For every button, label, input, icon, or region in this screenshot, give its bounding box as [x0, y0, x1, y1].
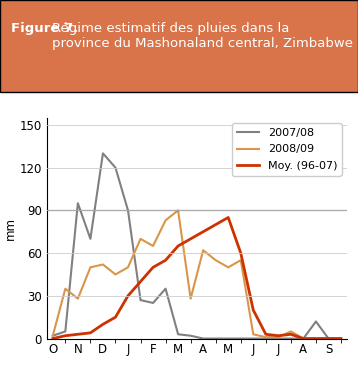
Text: Régime estimatif des pluies dans la
province du Mashonaland central, Zimbabwe: Régime estimatif des pluies dans la prov… [52, 22, 353, 50]
Text: Figure 7.: Figure 7. [11, 22, 78, 35]
Y-axis label: mm: mm [4, 217, 16, 240]
Legend: 2007/08, 2008/09, Moy. (96-07): 2007/08, 2008/09, Moy. (96-07) [232, 123, 342, 176]
